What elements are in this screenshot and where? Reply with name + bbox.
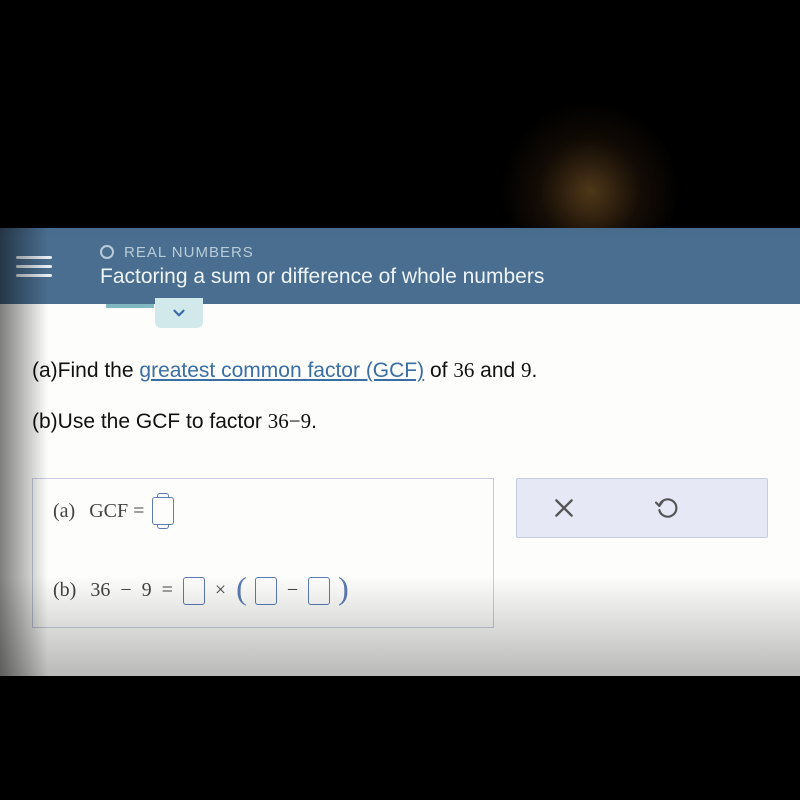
header-text: REAL NUMBERS Factoring a sum or differen… [100, 244, 544, 289]
answer-line-a: (a) GCF = [53, 497, 473, 525]
qa-val2: 9 [521, 358, 532, 382]
category-label: REAL NUMBERS [124, 244, 254, 261]
answer-box: (a) GCF = (b) 36 − 9 = × ( − ) [32, 478, 494, 628]
clear-button[interactable] [551, 495, 577, 521]
header-bar: REAL NUMBERS Factoring a sum or differen… [0, 228, 800, 304]
undo-button[interactable] [655, 495, 681, 521]
ans-a-text: GCF = [89, 500, 144, 523]
ans-a-label: (a) [53, 500, 75, 523]
answer-line-b: (b) 36 − 9 = × ( − ) [53, 572, 473, 609]
qa-val1: 36 [453, 358, 474, 382]
gcf-input[interactable] [152, 497, 174, 525]
chevron-down-icon [170, 304, 188, 322]
ans-b-left: 36 [90, 579, 110, 602]
content-area: (a)Find the greatest common factor (GCF)… [0, 304, 800, 648]
category-circle-icon [100, 245, 114, 259]
ans-b-right: 9 [142, 579, 152, 602]
ans-b-times: × [213, 579, 228, 602]
answer-row: (a) GCF = (b) 36 − 9 = × ( − ) [32, 478, 768, 628]
qa-mid: and [474, 359, 521, 382]
qb-right: 9 [301, 409, 312, 433]
undo-icon [655, 495, 681, 521]
tab-indicator [106, 304, 154, 308]
gcf-link[interactable]: greatest common factor (GCF) [139, 359, 424, 382]
qa-prefix: (a)Find the [32, 359, 139, 382]
ans-b-inner-minus: − [285, 579, 300, 602]
app-window: REAL NUMBERS Factoring a sum or differen… [0, 228, 800, 676]
expand-tab[interactable] [155, 298, 203, 328]
toolbox [516, 478, 768, 538]
factor-inner2-input[interactable] [308, 577, 330, 605]
qb-left: 36 [268, 409, 289, 433]
menu-button[interactable] [16, 248, 52, 284]
qb-end: . [311, 410, 317, 433]
close-paren: ) [338, 570, 349, 607]
open-paren: ( [236, 570, 247, 607]
page-title: Factoring a sum or difference of whole n… [100, 265, 544, 289]
qb-op: − [289, 409, 301, 433]
ans-b-eq: = [160, 579, 175, 602]
factor-outer-input[interactable] [183, 577, 205, 605]
question-a: (a)Find the greatest common factor (GCF)… [32, 358, 768, 383]
question-b: (b)Use the GCF to factor 36−9. [32, 409, 768, 434]
ans-b-minus: − [118, 579, 133, 602]
qa-suf1: of [424, 359, 453, 382]
ans-b-label: (b) [53, 579, 76, 602]
x-icon [551, 495, 577, 521]
qa-end: . [532, 359, 538, 382]
qb-prefix: (b)Use the GCF to factor [32, 410, 268, 433]
factor-inner1-input[interactable] [255, 577, 277, 605]
